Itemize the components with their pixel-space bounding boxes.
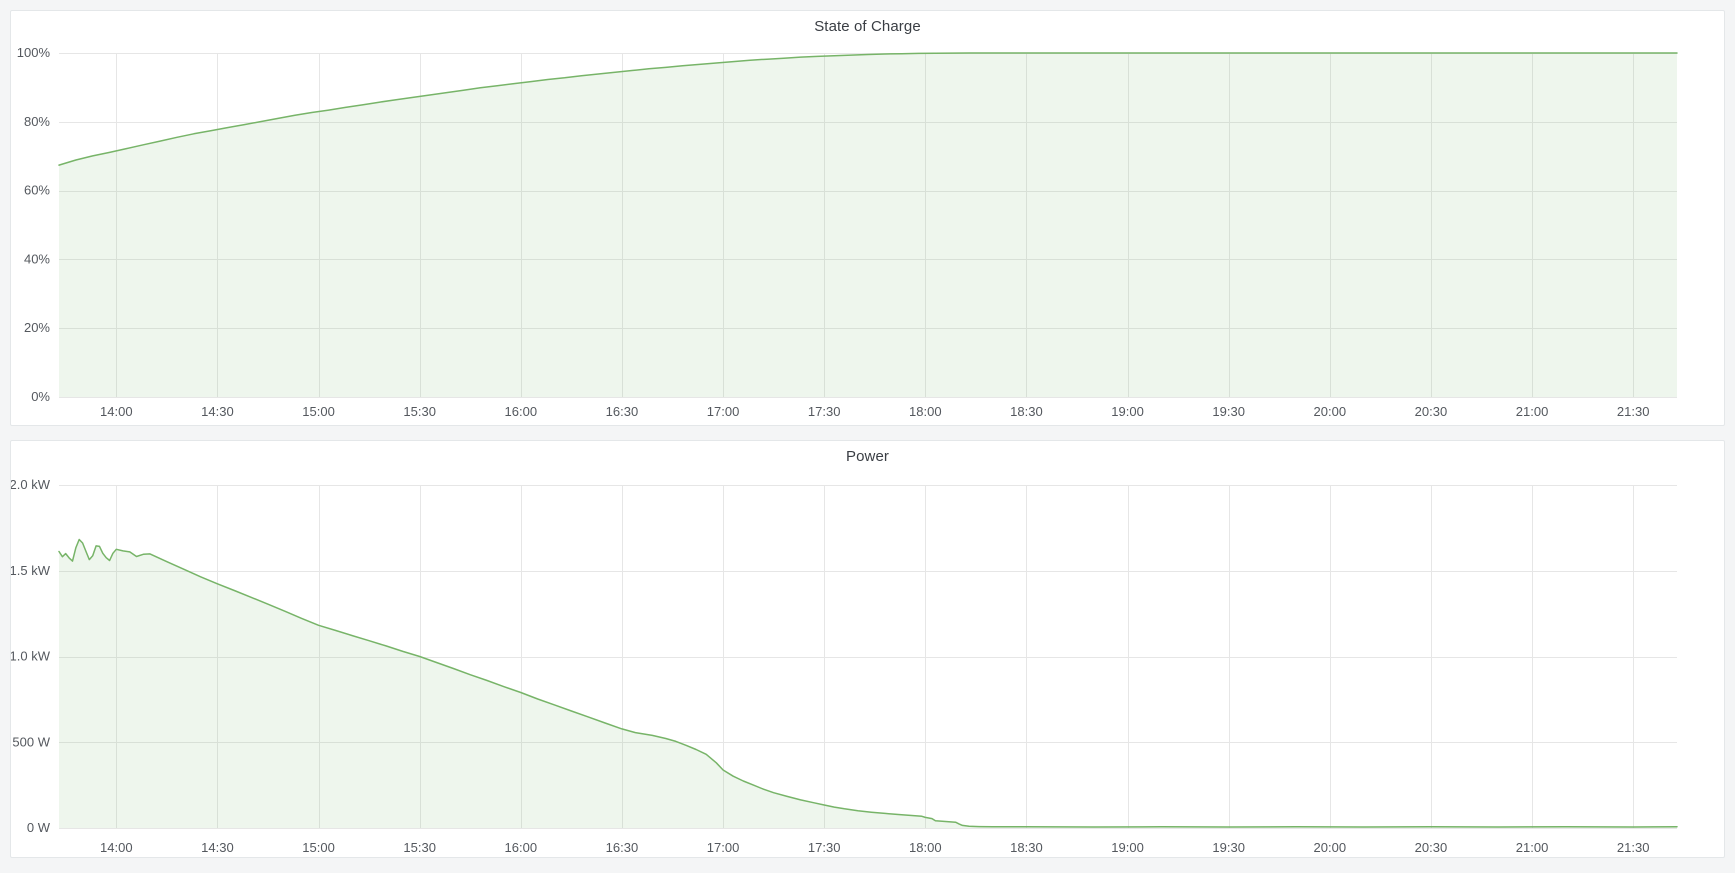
y-tick-label: 1.0 kW [11,649,51,664]
y-tick-label: 500 W [12,734,50,749]
x-tick-label: 16:30 [606,840,639,855]
panel-state-of-charge: State of Charge 14:00 14:30 15:00 15:30 16:0… [10,10,1725,426]
x-tick-label: 15:30 [403,404,436,419]
x-tick-label: 21:00 [1516,404,1549,419]
panel-title-state-of-charge[interactable]: State of Charge [814,18,921,35]
x-tick-label: 17:30 [808,404,841,419]
x-tick-label: 16:00 [505,404,538,419]
y-tick-label: 2.0 kW [11,477,51,492]
x-tick-label: 19:00 [1111,840,1144,855]
x-tick-label: 18:00 [909,840,942,855]
x-tick-label: 17:00 [707,404,740,419]
x-tick-label: 20:00 [1314,404,1347,419]
y-tick-label: 60% [24,183,50,198]
y-tick-label: 0% [31,389,50,404]
x-tick-label: 19:30 [1212,840,1245,855]
series-line [58,538,1678,828]
y-tick-label: 80% [24,114,50,129]
x-tick-label: 21:30 [1617,404,1650,419]
panel-title-power[interactable]: Power [845,448,890,465]
x-tick-label: 16:30 [606,404,639,419]
x-tick-label: 14:00 [100,840,133,855]
series-line [58,52,1678,166]
x-tick-label: 19:30 [1212,404,1245,419]
y-tick-label: 100% [17,45,51,60]
x-tick-label: 20:30 [1415,840,1448,855]
y-tick-label: 1.5 kW [11,563,51,578]
y-tick-label: 40% [24,251,50,266]
panel-power: Power 14:00 14:30 15:00 15:30 16:00 16:30 17:0… [10,440,1725,858]
x-tick-label: 18:00 [909,404,942,419]
x-tick-label: 15:30 [403,840,436,855]
x-tick-label: 20:00 [1314,840,1347,855]
x-tick-label: 17:00 [707,840,740,855]
series-area [59,539,1677,828]
x-tick-label: 14:00 [100,404,133,419]
x-tick-label: 21:00 [1516,840,1549,855]
x-tick-label: 20:30 [1415,404,1448,419]
power-chart[interactable]: 14:00 14:30 15:00 15:30 16:00 16:30 17:00 17:30… [11,441,1724,857]
series-area [59,53,1677,397]
y-tick-label: 0 W [27,820,51,835]
x-tick-label: 17:30 [808,840,841,855]
x-tick-label: 16:00 [505,840,538,855]
x-tick-label: 14:30 [201,404,234,419]
y-tick-label: 20% [24,320,50,335]
x-tick-label: 14:30 [201,840,234,855]
x-tick-label: 15:00 [302,404,335,419]
x-tick-label: 21:30 [1617,840,1650,855]
x-tick-label: 18:30 [1010,840,1043,855]
x-tick-label: 15:00 [302,840,335,855]
x-tick-label: 19:00 [1111,404,1144,419]
state-of-charge-chart[interactable]: 14:00 14:30 15:00 15:30 16:00 16:30 17:00 17:30… [11,11,1724,425]
x-tick-label: 18:30 [1010,404,1043,419]
